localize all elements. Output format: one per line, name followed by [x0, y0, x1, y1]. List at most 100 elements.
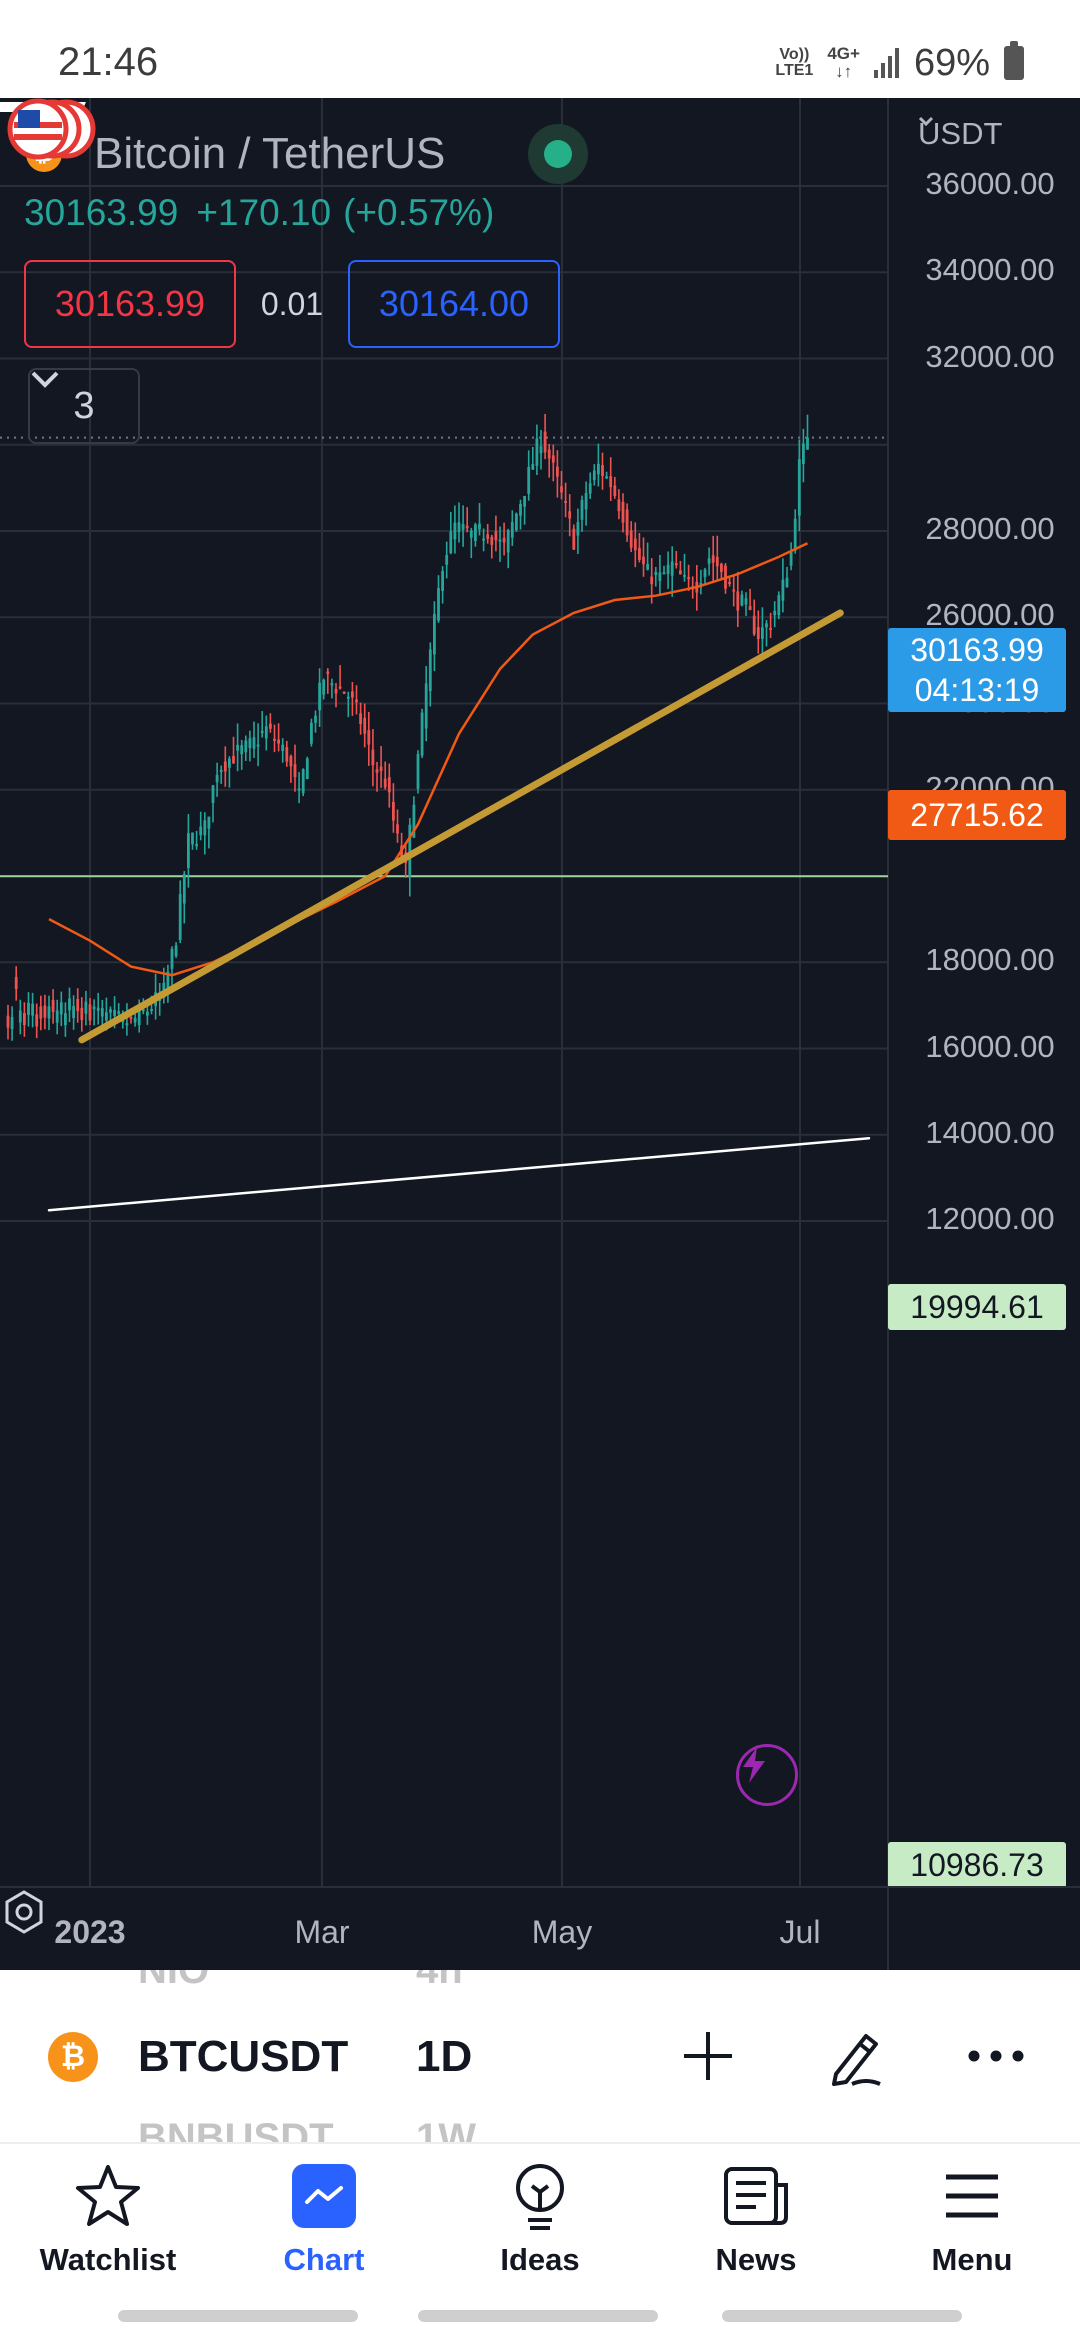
- candlestick-series: [6, 413, 809, 1041]
- candle-body: [802, 443, 805, 465]
- time-label: May: [531, 1914, 593, 1950]
- candle-body: [129, 1016, 133, 1019]
- candle-body: [519, 503, 522, 516]
- candle-body: [310, 722, 313, 744]
- candle-body: [252, 737, 256, 749]
- candle-body: [744, 598, 748, 605]
- candle-body: [588, 483, 592, 494]
- candle-body: [580, 500, 584, 520]
- price-axis-label: 16000.00: [925, 1028, 1055, 1064]
- candle-body: [564, 500, 567, 504]
- last-price: 30163.99: [24, 192, 179, 233]
- candle-body: [18, 1010, 22, 1023]
- candle-body: [572, 528, 576, 550]
- candle-body: [449, 531, 453, 554]
- candle-body: [47, 1006, 51, 1019]
- candle-body: [654, 572, 658, 575]
- candle-body: [736, 591, 740, 611]
- trendline[interactable]: [78, 609, 844, 1044]
- candle-body: [752, 615, 756, 635]
- candle-body: [105, 1012, 108, 1021]
- candle-body: [367, 730, 371, 745]
- lightning-icon[interactable]: [736, 1744, 798, 1806]
- candle-body: [334, 688, 338, 694]
- nav-ideas[interactable]: Ideas: [440, 2160, 640, 2310]
- candle-body: [141, 1009, 145, 1012]
- candle-body: [338, 686, 342, 689]
- price-chart[interactable]: [0, 98, 1080, 1970]
- candle-body: [92, 1006, 96, 1010]
- indicators-toggle[interactable]: 3: [28, 368, 140, 444]
- current-symbol-row[interactable]: ₿ BTCUSDT 1D: [0, 2010, 1080, 2102]
- prev-symbol[interactable]: NIO: [138, 1970, 210, 1992]
- candle-body: [125, 1023, 129, 1026]
- candle-body: [621, 501, 625, 523]
- candle-body: [182, 874, 186, 904]
- candle-body: [191, 832, 194, 845]
- sell-button[interactable]: 30163.99: [24, 260, 236, 348]
- price-axis-label: 36000.00: [925, 166, 1055, 201]
- nav-watchlist[interactable]: Watchlist: [8, 2160, 208, 2310]
- last-price-tag: 30163.99 04:13:19: [888, 628, 1066, 712]
- candle-body: [683, 574, 686, 577]
- more-icon[interactable]: [960, 2020, 1032, 2092]
- chart-pane[interactable]: ₿ ₮ Bitcoin / TetherUS 30163.99 +170.10 …: [0, 98, 1080, 1970]
- status-time: 21:46: [58, 40, 159, 84]
- candle-body: [756, 627, 760, 640]
- chevron-down-icon: [918, 116, 934, 127]
- symbol-name[interactable]: BTCUSDT: [138, 2032, 349, 2081]
- candle-body: [301, 769, 305, 794]
- chart-grid: [0, 98, 889, 1970]
- moving-average-line[interactable]: [48, 542, 809, 977]
- candle-body: [293, 764, 297, 778]
- chevron-down-icon: [31, 371, 59, 388]
- candle-body: [363, 717, 367, 734]
- spread-value: 0.01: [260, 285, 324, 322]
- candle-body: [498, 539, 502, 542]
- news-icon: [720, 2160, 792, 2232]
- candle-body: [59, 1002, 63, 1015]
- candle-body: [256, 744, 260, 747]
- candle-body: [453, 522, 457, 540]
- candle-body: [72, 1006, 75, 1019]
- nav-chart[interactable]: Chart: [224, 2160, 424, 2310]
- candle-body: [662, 572, 666, 575]
- candle-body: [355, 699, 358, 703]
- nav-news[interactable]: News: [656, 2160, 856, 2310]
- symbol-picker[interactable]: NIO 4h ₿ BTCUSDT 1D BNBUSDT 1W: [0, 1970, 1080, 2142]
- drawing-tool-icon[interactable]: [818, 2020, 890, 2092]
- next-symbol[interactable]: BNBUSDT: [138, 2116, 334, 2142]
- candle-body: [137, 1007, 141, 1026]
- trendline[interactable]: [47, 1136, 871, 1212]
- candle-body: [330, 683, 334, 686]
- candle-body: [720, 563, 723, 572]
- prev-interval[interactable]: 4h: [416, 1970, 463, 1992]
- add-icon[interactable]: [672, 2020, 744, 2092]
- candle-body: [748, 605, 752, 611]
- candle-body: [650, 576, 654, 585]
- bar-countdown: 04:13:19: [914, 672, 1040, 708]
- candle-body: [51, 999, 55, 1012]
- candle-body: [703, 569, 707, 577]
- candle-body: [76, 999, 80, 1012]
- currency-selector[interactable]: USDT: [918, 116, 1003, 151]
- nav-menu[interactable]: Menu: [872, 2160, 1072, 2310]
- candle-body: [670, 561, 674, 576]
- candle-body: [408, 824, 412, 877]
- time-axis[interactable]: 2023 Mar May Jul: [0, 1886, 1080, 1970]
- candle-body: [629, 530, 633, 548]
- settings-icon[interactable]: [0, 1888, 48, 1936]
- candle-body: [379, 766, 383, 771]
- us-flag-icon[interactable]: [0, 98, 100, 160]
- next-interval[interactable]: 1W: [416, 2116, 476, 2142]
- candle-body: [211, 785, 215, 803]
- candle-body: [10, 1017, 14, 1030]
- buy-button[interactable]: 30164.00: [348, 260, 560, 348]
- candle-body: [178, 894, 182, 940]
- price-change-percent: (+0.57%): [343, 192, 495, 233]
- candle-body: [412, 804, 416, 838]
- candle-body: [560, 486, 563, 493]
- interval-selector[interactable]: 1D: [416, 2032, 473, 2081]
- candle-body: [769, 627, 772, 630]
- candle-body: [531, 464, 535, 470]
